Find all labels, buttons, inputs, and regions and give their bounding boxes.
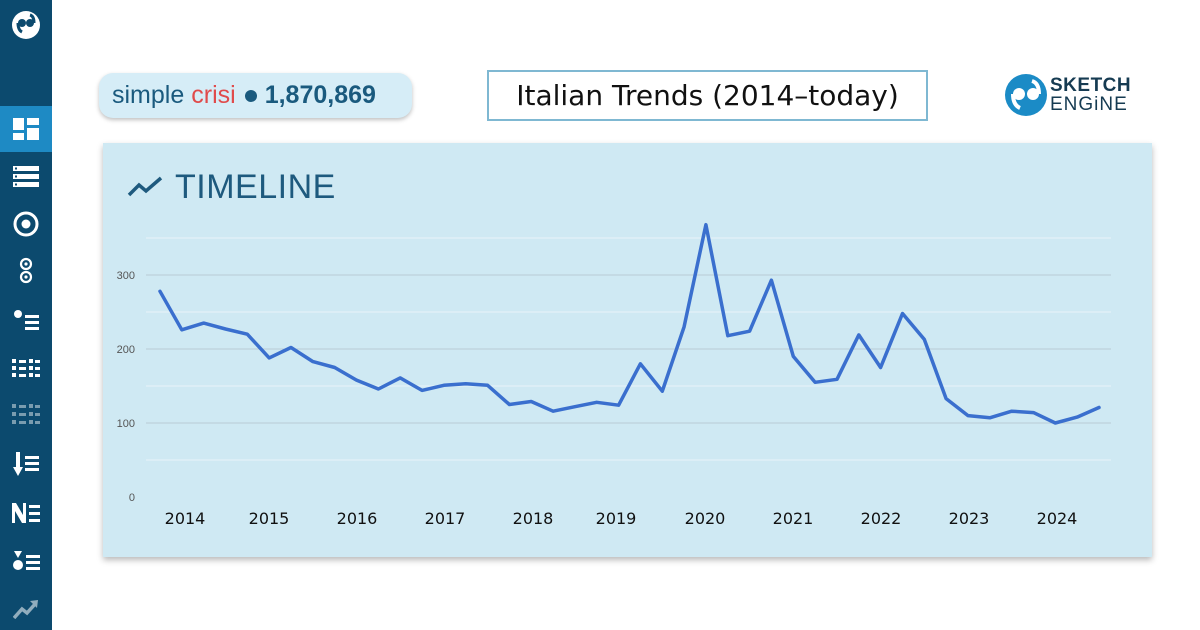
sidebar-item-trend[interactable] — [0, 586, 52, 630]
card-title: TIMELINE — [175, 167, 336, 206]
trend-icon — [13, 600, 38, 619]
x-tick-label: 2021 — [773, 509, 814, 528]
x-tick-label: 2017 — [425, 509, 466, 528]
sidebar-item-ne[interactable] — [0, 490, 52, 536]
x-tick-label: 2015 — [249, 509, 290, 528]
x-tick-label: 2020 — [685, 509, 726, 528]
query-frequency-count: 1,870,869 — [264, 81, 376, 109]
x-tick-label: 2022 — [861, 509, 902, 528]
sidebar-item-target[interactable] — [0, 201, 52, 247]
circles-icon — [19, 257, 33, 284]
x-tick-label: 2018 — [513, 509, 554, 528]
sidebar — [0, 0, 52, 630]
separator-dot-icon — [244, 89, 257, 102]
sidebar-item-grid-list-faded[interactable] — [0, 393, 52, 439]
y-tick-label: 300 — [117, 270, 135, 282]
series-line — [158, 222, 1101, 425]
trend-line-icon — [127, 176, 163, 197]
target-icon — [13, 211, 39, 237]
grid-list-faded-icon — [12, 404, 40, 424]
sidebar-item-bullet-list[interactable] — [0, 297, 52, 343]
x-tick-label: 2023 — [949, 509, 990, 528]
page-title: Italian Trends (2014–today) — [487, 70, 928, 121]
sketch-engine-logo-icon[interactable] — [0, 0, 52, 50]
sidebar-item-shapes-list[interactable] — [0, 538, 52, 584]
brand-line-1: SKETCH — [1050, 75, 1132, 96]
sketch-engine-brand[interactable]: SKETCH ENGiNE — [1004, 66, 1154, 124]
y-tick-label: 100 — [117, 418, 135, 430]
sidebar-item-dashboard[interactable] — [0, 106, 52, 152]
x-tick-label: 2019 — [596, 509, 637, 528]
brand-line-2: ENGiNE — [1050, 94, 1128, 115]
brand-wordmark: SKETCH ENGiNE — [1050, 76, 1131, 114]
timeline-chart: 0 100 200 300 2014 2015 2016 2017 2018 2019 2020 20… — [117, 222, 1111, 528]
timeline-card: 0 100 200 300 2014 2015 2016 2017 2018 2019 2020 20… — [103, 143, 1152, 557]
query-word-crisi: crisi — [191, 81, 236, 109]
y-tick-label: 0 — [129, 492, 135, 504]
y-tick-label: 200 — [117, 344, 135, 356]
dashboard-icon — [13, 118, 39, 140]
grid-list-icon — [12, 359, 40, 377]
sketch-engine-brand-icon — [1005, 74, 1047, 116]
card-header: TIMELINE — [127, 167, 336, 207]
query-summary-pill[interactable]: simple crisi 1,870,869 — [99, 73, 412, 118]
sidebar-item-circles[interactable] — [0, 248, 52, 294]
list-icon — [13, 166, 39, 187]
x-tick-label: 2014 — [165, 509, 206, 528]
sidebar-item-sort-down[interactable] — [0, 442, 52, 488]
sort-down-icon — [13, 452, 39, 476]
sidebar-item-list[interactable] — [0, 154, 52, 200]
shapes-list-icon — [13, 551, 40, 570]
bullet-list-icon — [14, 310, 39, 330]
ne-icon — [12, 503, 40, 523]
x-tick-label: 2016 — [337, 509, 378, 528]
query-word-simple: simple — [112, 81, 185, 109]
x-tick-label: 2024 — [1037, 509, 1078, 528]
sidebar-item-grid-list[interactable] — [0, 345, 52, 391]
